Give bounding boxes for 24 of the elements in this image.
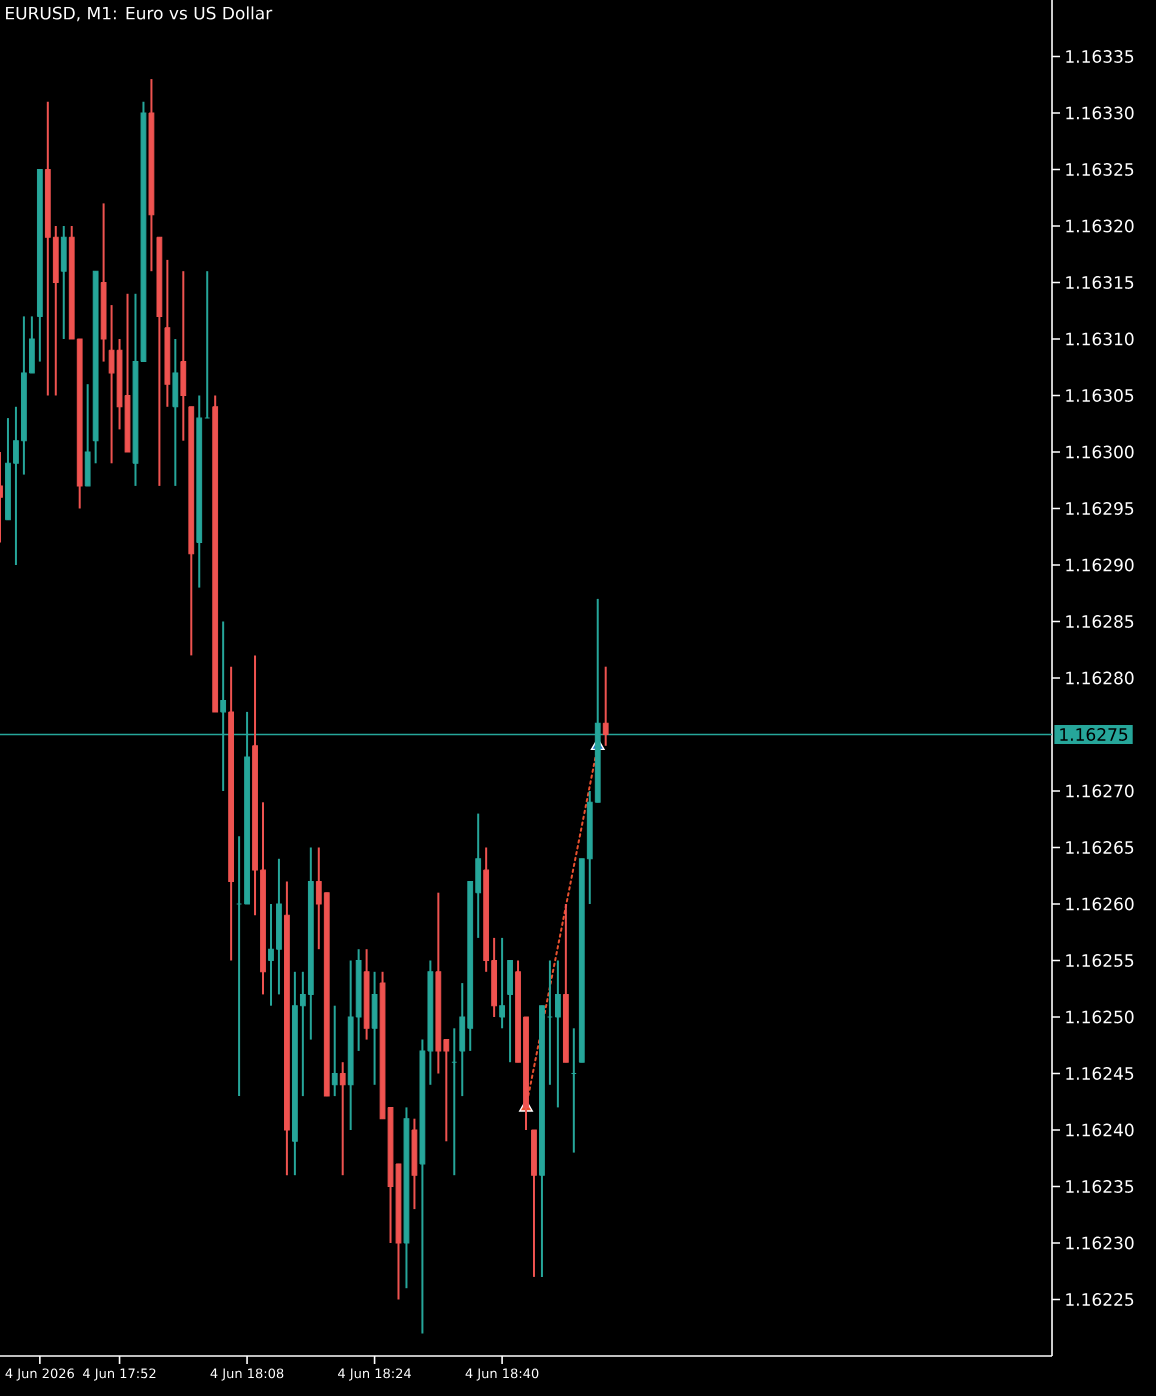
y-tick-label: 1.16305 [1066,389,1134,402]
y-tick-label: 1.16285 [1066,615,1134,628]
y-tick-label: 1.16250 [1066,1010,1134,1024]
y-tick-label: 1.16265 [1066,841,1134,854]
y-tick-label: 1.16315 [1066,276,1134,289]
y-tick-label: 1.16260 [1066,897,1134,911]
y-tick-label: 1.16235 [1066,1180,1134,1193]
y-tick-label: 1.16290 [1066,558,1134,572]
ref-line-label: 1.16275 [1060,728,1128,741]
y-tick-label: 1.16330 [1066,106,1134,120]
y-tick-label: 1.16320 [1066,219,1134,233]
y-tick-label: 1.16225 [1066,1293,1134,1306]
y-tick-label: 1.16335 [1066,50,1134,63]
y-tick-label: 1.16310 [1066,332,1134,346]
y-tick-label: 1.16240 [1066,1123,1134,1137]
y-tick-label: 1.16325 [1066,163,1134,176]
y-tick-label: 1.16245 [1066,1067,1134,1080]
y-tick-label: 1.16255 [1066,954,1134,967]
y-tick-label: 1.16295 [1066,502,1134,515]
y-tick-label: 1.16230 [1066,1236,1134,1250]
y-tick-label: 1.16270 [1066,784,1134,798]
y-tick-label: 1.16300 [1066,445,1134,459]
y-tick-label: 1.16280 [1066,671,1134,685]
chart-title: EURUSD, M1: Euro vs US Dollar [6,6,273,22]
